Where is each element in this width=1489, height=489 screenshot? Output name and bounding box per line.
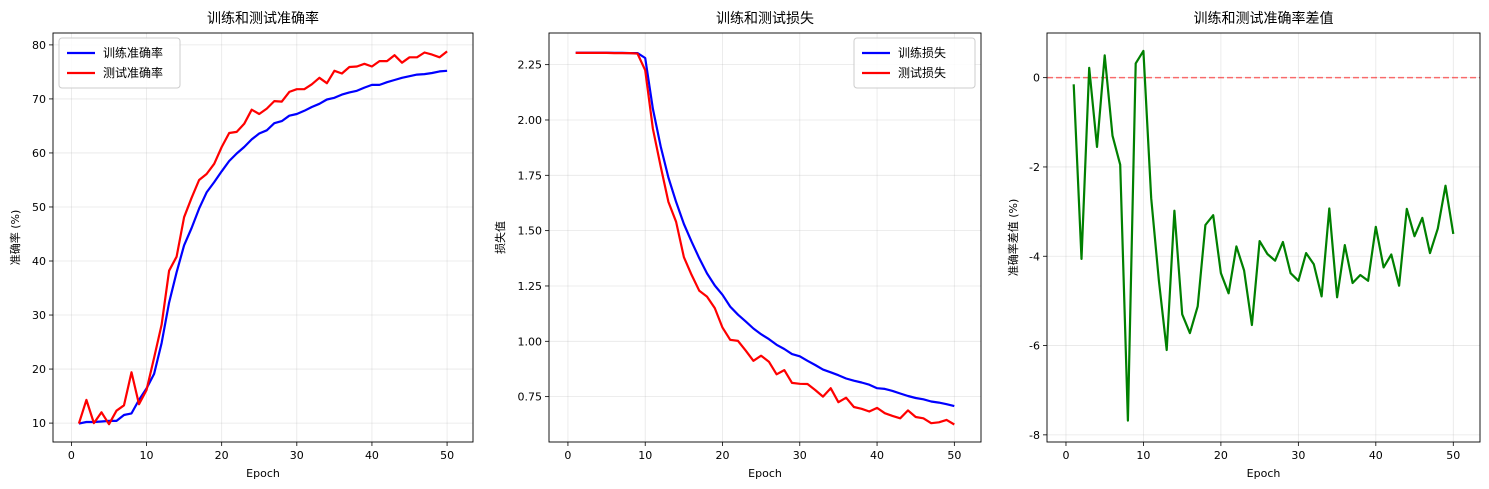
chart-accuracy: 0 10 20 30 40 50 10 20 30 40 50 60 70 80 训练和测试准确率 Epoch… bbox=[8, 10, 474, 480]
y-tick-label: 10 bbox=[32, 417, 46, 430]
x-axis-label: Epoch bbox=[748, 467, 782, 480]
y-tick-label: 20 bbox=[32, 363, 46, 376]
x-tick-label: 30 bbox=[290, 449, 304, 462]
x-tick-label: 30 bbox=[1291, 449, 1305, 462]
y-tick-label: 2.25 bbox=[518, 59, 543, 72]
x-tick-label: 0 bbox=[564, 449, 571, 462]
x-axis-label: Epoch bbox=[1247, 467, 1281, 480]
x-tick-label: 40 bbox=[1369, 449, 1383, 462]
y-tick-label: 50 bbox=[32, 201, 46, 214]
y-tick-label: 2.00 bbox=[518, 114, 543, 127]
chart-accuracy-gap: 0 10 20 30 40 50 -8 -6 -4 -2 0 训练和测试准确率差值 Epoch 准确率差值… bbox=[1006, 10, 1481, 480]
legend-label: 测试损失 bbox=[898, 65, 946, 80]
x-tick-label: 40 bbox=[365, 449, 379, 462]
x-tick-label: 20 bbox=[215, 449, 229, 462]
y-tick-label: 70 bbox=[32, 93, 46, 106]
chart-loss: 0 10 20 30 40 50 0.75 1.00 1.25 1.50 1.75 2.00 2.25 训… bbox=[493, 11, 982, 480]
y-tick-label: -8 bbox=[1029, 429, 1040, 442]
legend-box bbox=[853, 37, 976, 89]
y-tick-label: 0.75 bbox=[518, 391, 543, 404]
x-tick-label: 0 bbox=[68, 449, 75, 462]
y-tick-label: 1.00 bbox=[518, 335, 543, 348]
series-line-0 bbox=[1072, 49, 1455, 422]
y-tick-label: -2 bbox=[1029, 161, 1040, 174]
x-tick-label: 0 bbox=[1062, 449, 1069, 462]
axes-frame bbox=[548, 32, 982, 443]
y-tick-label: 1.75 bbox=[518, 169, 543, 182]
y-axis-label: 准确率 (%) bbox=[8, 210, 22, 266]
legend-label: 训练损失 bbox=[898, 45, 946, 60]
y-tick-label: 30 bbox=[32, 309, 46, 322]
y-tick-label: -4 bbox=[1029, 250, 1040, 263]
chart-title: 训练和测试准确率差值 bbox=[1194, 10, 1334, 27]
axes-frame bbox=[1046, 32, 1481, 443]
legend-box bbox=[58, 37, 181, 89]
y-tick-label: 60 bbox=[32, 147, 46, 160]
x-tick-label: 10 bbox=[1136, 449, 1150, 462]
x-tick-label: 20 bbox=[715, 449, 729, 462]
axes-frame bbox=[52, 32, 474, 443]
x-tick-label: 50 bbox=[440, 449, 454, 462]
y-tick-label: 1.50 bbox=[518, 225, 543, 238]
series-line-0 bbox=[78, 69, 448, 425]
chart-title: 训练和测试损失 bbox=[716, 11, 814, 27]
legend-label: 测试准确率 bbox=[103, 65, 163, 80]
y-tick-label: 1.25 bbox=[518, 280, 543, 293]
series-line-0 bbox=[575, 51, 955, 408]
legend-label: 训练准确率 bbox=[103, 45, 163, 60]
y-tick-label: 40 bbox=[32, 255, 46, 268]
x-tick-label: 50 bbox=[1446, 449, 1460, 462]
y-tick-label: 80 bbox=[32, 39, 46, 52]
chart-title: 训练和测试准确率 bbox=[207, 10, 319, 27]
y-axis-label: 准确率差值 (%) bbox=[1006, 199, 1020, 277]
series-line-1 bbox=[575, 51, 955, 426]
y-tick-label: -6 bbox=[1029, 340, 1040, 353]
x-axis-label: Epoch bbox=[246, 467, 280, 480]
series-line-1 bbox=[77, 50, 448, 426]
y-tick-label: 0 bbox=[1033, 72, 1040, 85]
x-tick-label: 40 bbox=[870, 449, 884, 462]
x-tick-label: 10 bbox=[140, 449, 154, 462]
x-tick-label: 50 bbox=[947, 449, 961, 462]
y-axis-label: 损失值 bbox=[493, 221, 507, 254]
x-tick-label: 30 bbox=[793, 449, 807, 462]
x-tick-label: 20 bbox=[1214, 449, 1228, 462]
x-tick-label: 10 bbox=[638, 449, 652, 462]
